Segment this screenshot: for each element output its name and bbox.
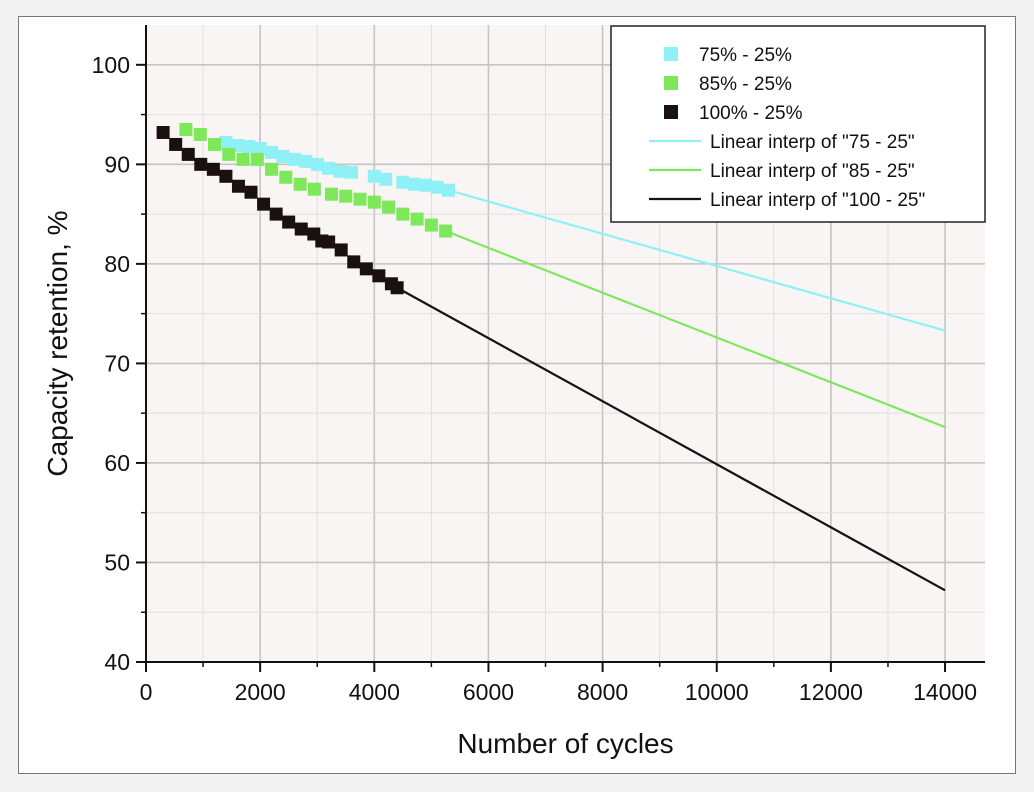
series-2-point [322, 235, 336, 249]
y-tick-label: 40 [104, 649, 130, 675]
series-1-point [207, 137, 221, 151]
series-0-point [419, 178, 433, 192]
legend: 75% - 25% 85% - 25% 100% - 25% Linear inter… [610, 25, 986, 223]
series-0-point [287, 152, 301, 166]
series-1-point [279, 170, 293, 184]
series-1-point [222, 147, 236, 161]
series-2-point [372, 269, 386, 283]
y-axis-title: Capacity retention, % [42, 210, 73, 476]
series-0-point [253, 141, 267, 155]
series-2-point [219, 169, 233, 183]
series-2-point [390, 281, 404, 295]
series-1-point [396, 207, 410, 221]
x-tick-label: 0 [140, 679, 153, 705]
series-2-point [359, 262, 373, 276]
series-2-point [181, 147, 195, 161]
series-1-point [339, 189, 353, 203]
tick-labels: 0 2000 4000 6000 8000 10000 12000 14000 40 50 60 70… [92, 52, 977, 705]
series-1-point [250, 152, 264, 166]
legend-marker-2 [664, 105, 678, 119]
y-tick-label: 50 [104, 549, 130, 575]
series-2-point [194, 157, 208, 171]
series-2-point [156, 125, 170, 139]
series-0-point [322, 161, 336, 175]
series-1-point [410, 212, 424, 226]
capacity-retention-chart: 0 2000 4000 6000 8000 10000 12000 14000 40 50 60 70… [42, 25, 986, 759]
series-2-point [347, 255, 361, 269]
series-line-2 [396, 286, 946, 592]
legend-marker-1 [664, 76, 678, 90]
series-0-point [407, 177, 421, 191]
series-1-point [353, 192, 367, 206]
series-0-point [333, 164, 347, 178]
series-1-point [424, 218, 438, 232]
series-2-point [244, 185, 258, 199]
series-0-point [265, 145, 279, 159]
series-2-point [231, 179, 245, 193]
series-2-point [294, 222, 308, 236]
series-2-point [334, 243, 348, 257]
chart-frame: 0 2000 4000 6000 8000 10000 12000 14000 40 50 60 70… [18, 16, 1016, 774]
series-0-point [441, 183, 455, 197]
y-tick-label: 80 [104, 251, 130, 277]
series-0-point [242, 139, 256, 153]
x-tick-label: 14000 [913, 679, 977, 705]
y-tick-label: 70 [104, 350, 130, 376]
series-1-point [307, 182, 321, 196]
series-1-point [265, 162, 279, 176]
series-1-point [293, 177, 307, 191]
series-1-point [439, 224, 453, 238]
series-line-0 [448, 189, 946, 332]
series-1-point [367, 195, 381, 209]
y-tick-label: 100 [92, 52, 130, 78]
series-0-point [379, 172, 393, 186]
legend-label-2: 100% - 25% [699, 103, 803, 124]
x-tick-label: 6000 [463, 679, 514, 705]
legend-marker-0 [664, 47, 678, 61]
x-axis-title: Number of cycles [457, 728, 673, 759]
series-1-point [193, 127, 207, 141]
fit-lines [396, 189, 946, 592]
series-2-point [257, 197, 271, 211]
series-2-point [169, 137, 183, 151]
series-2-point [206, 162, 220, 176]
x-tick-label: 2000 [235, 679, 286, 705]
x-tick-label: 12000 [799, 679, 863, 705]
axes [136, 25, 985, 672]
series-1-point [382, 200, 396, 214]
series-0-point [310, 157, 324, 171]
series-0-point [430, 180, 444, 194]
legend-label-5: Linear interp of "100 - 25" [710, 190, 925, 211]
data-points [156, 123, 455, 295]
legend-label-4: Linear interp of "85 - 25" [710, 161, 915, 182]
series-0-point [276, 149, 290, 163]
legend-label-0: 75% - 25% [699, 45, 792, 66]
series-0-point [299, 154, 313, 168]
legend-label-3: Linear interp of "75 - 25" [710, 132, 915, 153]
series-2-point [269, 207, 283, 221]
series-line-1 [445, 230, 946, 429]
series-1-point [324, 187, 338, 201]
series-0-point [344, 165, 358, 179]
series-0-point [219, 135, 233, 149]
x-tick-label: 10000 [685, 679, 749, 705]
series-0-point [396, 175, 410, 189]
y-tick-label: 90 [104, 151, 130, 177]
legend-label-1: 85% - 25% [699, 74, 792, 95]
series-2-point [282, 215, 296, 229]
series-1-point [179, 123, 193, 137]
series-0-point [367, 169, 381, 183]
x-tick-label: 4000 [349, 679, 400, 705]
series-1-point [236, 152, 250, 166]
x-tick-label: 8000 [577, 679, 628, 705]
y-tick-label: 60 [104, 450, 130, 476]
